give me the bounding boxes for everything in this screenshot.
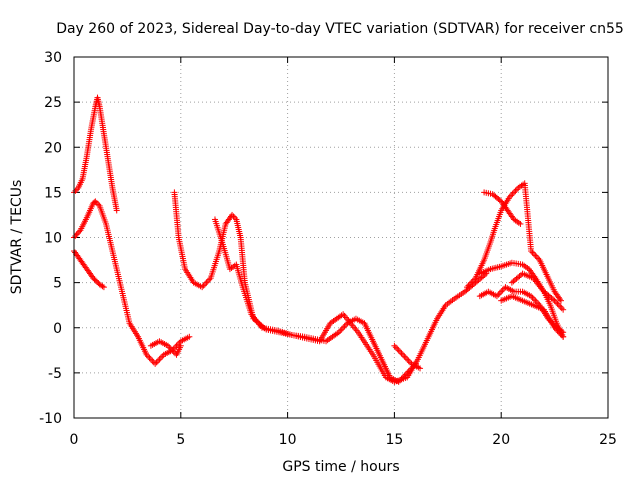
x-tick-label: 20 <box>492 432 510 448</box>
series-arc-l <box>508 270 567 313</box>
data-point <box>76 228 83 235</box>
data-point <box>100 284 107 291</box>
series-arc-m <box>498 293 567 340</box>
data-point <box>92 277 99 284</box>
y-tick-label: 10 <box>44 231 62 247</box>
x-tick-label: 10 <box>279 432 297 448</box>
data-point <box>560 333 567 340</box>
data-point <box>73 231 80 238</box>
series-arc-h <box>464 180 565 304</box>
data-point <box>177 342 184 349</box>
series-arc-g <box>391 342 424 372</box>
series-arc-b <box>71 198 193 367</box>
y-tick-label: 15 <box>44 185 62 201</box>
plot-frame <box>73 56 609 419</box>
data-point <box>186 333 193 340</box>
series-arc-a <box>71 94 120 214</box>
y-axis-title: SDTVAR / TECUs <box>9 180 25 295</box>
x-tick-label: 15 <box>385 432 403 448</box>
x-tick-label: 5 <box>176 432 185 448</box>
x-tick-label: 0 <box>70 432 79 448</box>
y-tick-label: 25 <box>44 95 62 111</box>
data-point <box>94 278 101 285</box>
series-arc-f <box>211 216 490 385</box>
data-point <box>113 207 120 214</box>
data-point <box>72 233 79 240</box>
y-tick-label: 20 <box>44 140 62 156</box>
data-point <box>560 306 567 313</box>
y-tick-label: -5 <box>48 366 62 382</box>
y-tick-label: 30 <box>44 50 62 66</box>
series-arc-i <box>481 189 524 227</box>
data-point <box>74 230 81 237</box>
x-tick-label: 25 <box>599 432 617 448</box>
x-axis-title: GPS time / hours <box>282 459 399 475</box>
y-tick-labels: -10 -5 0 5 10 15 20 25 30 <box>39 50 62 427</box>
chart-title: Day 260 of 2023, Sidereal Day-to-day VTE… <box>56 21 624 37</box>
data-point <box>517 220 524 227</box>
y-tick-label: -10 <box>39 411 62 427</box>
data-point <box>558 297 565 304</box>
x-tick-labels: 0 5 10 15 20 25 <box>70 432 617 448</box>
data-point <box>417 365 424 372</box>
grid-lines <box>74 57 608 418</box>
y-tick-label: 5 <box>53 276 62 292</box>
data-point <box>99 283 106 290</box>
data-point <box>91 276 98 283</box>
series-layer <box>71 94 567 385</box>
y-tick-label: 0 <box>53 321 62 337</box>
series-arc-d <box>147 338 184 358</box>
data-point <box>90 275 97 282</box>
